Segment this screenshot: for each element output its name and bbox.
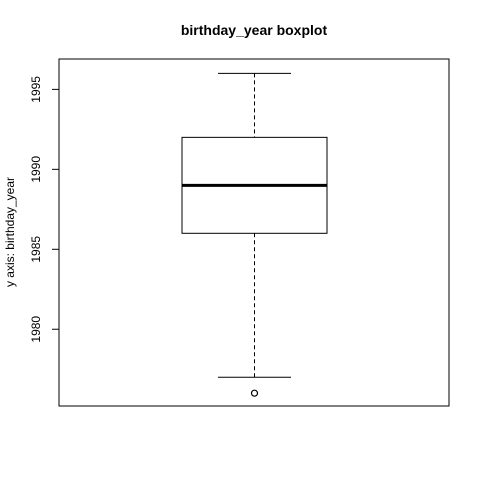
chart-title: birthday_year boxplot [181, 22, 328, 38]
y-tick-label: 1980 [29, 316, 43, 343]
y-tick-label: 1990 [29, 156, 43, 183]
y-axis: 1980 1985 1990 1995 [29, 76, 60, 343]
box-group [181, 72, 328, 397]
y-axis-label: y axis: birthday_year [3, 177, 17, 287]
y-tick-label: 1985 [29, 236, 43, 263]
y-tick-label: 1995 [29, 76, 43, 103]
outlier-point [250, 389, 259, 397]
